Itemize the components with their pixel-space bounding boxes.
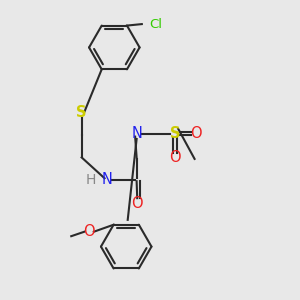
Text: O: O [190,126,202,141]
Text: O: O [169,150,181,165]
Text: H: H [85,173,96,187]
Text: S: S [170,126,181,141]
Text: Cl: Cl [149,18,162,31]
Text: N: N [131,126,142,141]
Text: S: S [76,105,87,120]
Text: O: O [131,196,142,211]
Text: O: O [83,224,95,239]
Text: N: N [101,172,112,187]
